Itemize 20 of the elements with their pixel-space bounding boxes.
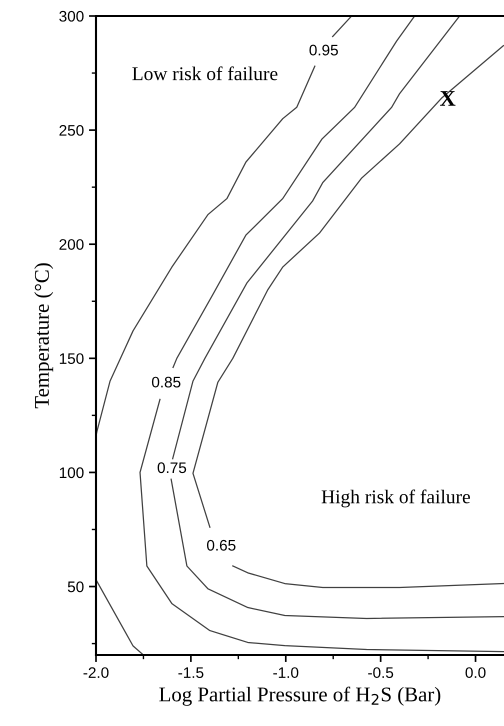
annotation: X: [440, 91, 456, 106]
series-label: 0.85: [152, 376, 180, 388]
y-tick-label: 100: [60, 467, 84, 478]
series-label: 0.95: [309, 44, 338, 56]
x-tick-label: -1.5: [178, 667, 204, 678]
annotation: Low risk of failure: [132, 66, 278, 80]
y-tick-label: 50: [68, 581, 84, 592]
x-tick-label: -1.0: [273, 667, 298, 678]
x-axis-title: Log Partial Pressure of H$_{2}$S (Bar): [159, 686, 440, 706]
x-tick-label: -0.5: [368, 667, 394, 678]
y-axis-title: Temperature (°C): [34, 263, 54, 408]
y-tick-label: 300: [59, 10, 84, 22]
y-tick-label: 250: [59, 124, 84, 136]
series-label: 0.65: [206, 540, 236, 551]
x-tick-label: -2.0: [84, 667, 109, 678]
series-label: 0.75: [158, 462, 186, 474]
annotation: High risk of failure: [322, 490, 470, 508]
y-tick-label: 200: [59, 239, 84, 250]
y-tick-label: 150: [60, 353, 84, 364]
x-tick-label: 0.0: [466, 667, 486, 678]
